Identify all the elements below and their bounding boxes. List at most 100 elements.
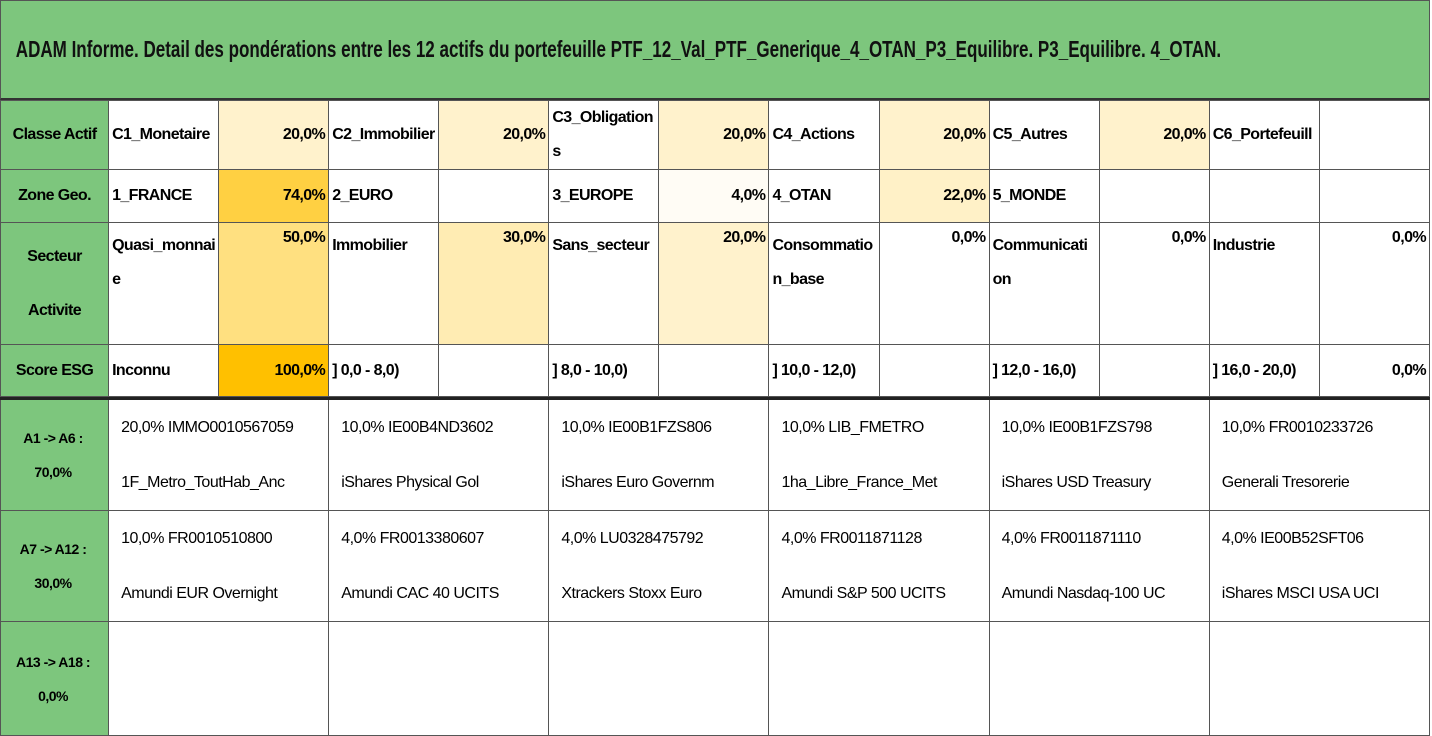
cell-weight: 20,0% xyxy=(658,222,770,345)
holding-cell: 4,0% LU0328475792 Xtrackers Stoxx Euro xyxy=(548,510,770,622)
row-label: Secteur Activite xyxy=(0,222,110,345)
holding-cell: 10,0% IE00B1FZS798 iShares USD Treasury xyxy=(988,398,1210,511)
holding-line: iShares Euro Governm xyxy=(561,474,715,491)
summary-table: Classe Actif C1_Monetaire 20,0% C2_Immobili… xyxy=(0,100,1431,397)
holding-cell xyxy=(988,621,1210,736)
cell-name: Communication xyxy=(988,222,1100,345)
cell-weight xyxy=(438,169,550,223)
row-label: Score ESG xyxy=(0,344,110,397)
title: ADAM Informe. Detail des pondérations en… xyxy=(15,36,1222,62)
row-label: A7 -> A12 : 30,0% xyxy=(0,510,110,622)
holding-line: 1F_Metro_ToutHab_Anc xyxy=(121,474,285,491)
row-label-line: 0,0% xyxy=(38,687,68,704)
holding-cell: 4,0% FR0011871110 Amundi Nasdaq-100 UC xyxy=(988,510,1210,622)
holdings-row: A13 -> A18 : 0,0% xyxy=(0,621,1431,736)
holdings-table: A1 -> A6 : 70,0% 20,0% IMMO0010567059 1F_Me… xyxy=(0,397,1431,736)
row-label-line: A7 -> A12 : xyxy=(19,541,87,557)
title-bar: ADAM Informe. Detail des pondérations en… xyxy=(0,0,1430,100)
cell-weight: 0,0% xyxy=(1318,344,1431,397)
cell-name: C4_Actions xyxy=(768,100,880,170)
holding-line: Xtrackers Stoxx Euro xyxy=(561,585,702,602)
holding-cell: 20,0% IMMO0010567059 1F_Metro_ToutHab_Anc xyxy=(108,398,330,511)
cell-weight xyxy=(658,344,770,397)
cell-weight xyxy=(878,344,990,397)
row-label: Zone Geo. xyxy=(0,169,110,223)
summary-row: Zone Geo. 1_FRANCE 74,0% 2_EURO 3_EUROPE 4,0%… xyxy=(0,169,1431,223)
cell-weight xyxy=(438,344,550,397)
row-label: A1 -> A6 : 70,0% xyxy=(0,398,110,511)
holding-cell: 4,0% FR0011871128 Amundi S&P 500 UCITS xyxy=(768,510,990,622)
holding-cell xyxy=(328,621,550,736)
cell-name: 1_FRANCE xyxy=(108,169,220,223)
cell-weight: 74,0% xyxy=(218,169,330,223)
holding-line: 10,0% FR0010233726 xyxy=(1221,419,1374,436)
summary-row: Secteur Activite Quasi_monnaie 50,0% Immobi… xyxy=(0,222,1431,345)
cell-name: C1_Monetaire xyxy=(108,100,220,170)
cell-name: ] 16,0 - 20,0) xyxy=(1208,344,1320,397)
row-label-line: A1 -> A6 : xyxy=(23,430,83,446)
cell-name: C5_Autres xyxy=(988,100,1100,170)
holding-line: 10,0% IE00B4ND3602 xyxy=(341,419,494,436)
cell-name: C6_Portefeuill xyxy=(1208,100,1320,170)
cell-weight: 20,0% xyxy=(878,100,990,170)
holding-line: iShares MSCI USA UCI xyxy=(1221,585,1380,602)
holding-line: 4,0% FR0013380607 xyxy=(341,530,484,547)
holding-line: iShares Physical Gol xyxy=(341,474,479,491)
holding-line: 10,0% FR0010510800 xyxy=(121,530,273,547)
cell-weight: 22,0% xyxy=(878,169,990,223)
cell-name: Inconnu xyxy=(108,344,220,397)
cell-weight: 30,0% xyxy=(438,222,550,345)
cell-name: Consommation_base xyxy=(768,222,880,345)
holdings-row: A1 -> A6 : 70,0% 20,0% IMMO0010567059 1F_Me… xyxy=(0,398,1431,511)
holding-line: Amundi CAC 40 UCITS xyxy=(341,585,499,602)
cell-weight: 20,0% xyxy=(658,100,770,170)
cell-weight: 20,0% xyxy=(1098,100,1210,170)
cell-name: Quasi_monnaie xyxy=(108,222,220,345)
holding-line: Amundi EUR Overnight xyxy=(121,585,278,602)
cell-name: ] 12,0 - 16,0) xyxy=(988,344,1100,397)
cell-weight: 20,0% xyxy=(438,100,550,170)
cell-name: Sans_secteur xyxy=(548,222,660,345)
cell-weight xyxy=(1098,344,1210,397)
summary-row: Score ESG Inconnu 100,0%] 0,0 - 8,0) ] 8,0 … xyxy=(0,344,1431,397)
cell-name: 3_EUROPE xyxy=(548,169,660,223)
cell-name xyxy=(1208,169,1320,223)
holding-cell: 10,0% IE00B1FZS806 iShares Euro Governm xyxy=(548,398,770,511)
holding-line: 20,0% IMMO0010567059 xyxy=(121,419,294,436)
holding-line: 4,0% IE00B52SFT06 xyxy=(1221,530,1364,547)
cell-weight: 0,0% xyxy=(878,222,990,345)
holding-line: iShares USD Treasury xyxy=(1001,474,1152,491)
holding-cell xyxy=(108,621,330,736)
holding-cell: 4,0% IE00B52SFT06 iShares MSCI USA UCI xyxy=(1208,510,1431,622)
cell-name: Immobilier xyxy=(328,222,440,345)
cell-weight xyxy=(1318,100,1431,170)
cell-weight: 0,0% xyxy=(1318,222,1431,345)
summary-row: Classe Actif C1_Monetaire 20,0% C2_Immobili… xyxy=(0,100,1431,170)
cell-weight: 100,0% xyxy=(218,344,330,397)
row-label-line: 70,0% xyxy=(34,464,72,480)
cell-name: C2_Immobilier xyxy=(328,100,440,170)
holding-line: Amundi Nasdaq-100 UC xyxy=(1001,585,1166,602)
holding-line: 4,0% FR0011871128 xyxy=(781,530,922,547)
holding-cell xyxy=(768,621,990,736)
holding-cell xyxy=(1208,621,1431,736)
holding-line: 4,0% FR0011871110 xyxy=(1001,530,1142,547)
holding-cell: 10,0% FR0010510800 Amundi EUR Overnight xyxy=(108,510,330,622)
cell-name: C3_Obligations xyxy=(548,100,660,170)
cell-name: ] 0,0 - 8,0) xyxy=(328,344,440,397)
holding-cell: 10,0% FR0010233726 Generali Tresorerie xyxy=(1208,398,1431,511)
holding-line: 10,0% LIB_FMETRO xyxy=(781,419,924,436)
row-label: Classe Actif xyxy=(0,100,110,170)
cell-name: 5_MONDE xyxy=(988,169,1100,223)
row-label-line: A13 -> A18 : xyxy=(16,653,91,670)
holding-cell xyxy=(548,621,770,736)
holding-line: Generali Tresorerie xyxy=(1221,474,1350,491)
holding-line: 1ha_Libre_France_Met xyxy=(781,474,937,491)
cell-name: ] 8,0 - 10,0) xyxy=(548,344,660,397)
holding-line: 10,0% IE00B1FZS806 xyxy=(561,419,712,436)
cell-weight: 0,0% xyxy=(1098,222,1210,345)
cell-name: 4_OTAN xyxy=(768,169,880,223)
holding-cell: 10,0% IE00B4ND3602 iShares Physical Gol xyxy=(328,398,550,511)
row-label-line: 30,0% xyxy=(34,575,72,591)
